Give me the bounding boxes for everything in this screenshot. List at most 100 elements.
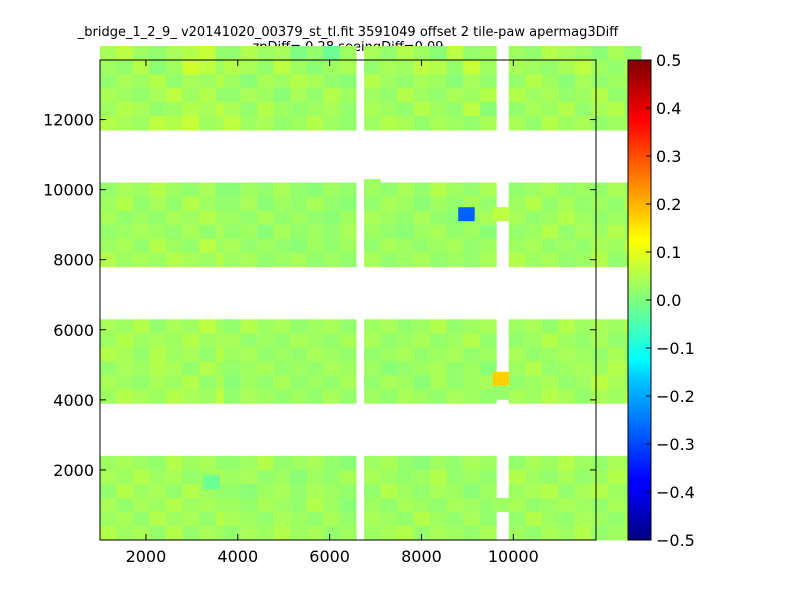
heatmap-cell — [508, 333, 526, 348]
heatmap-cell — [558, 74, 576, 89]
heatmap-cell — [273, 483, 291, 499]
heatmap-cell — [100, 361, 117, 376]
heatmap-cell — [430, 46, 448, 61]
heatmap-cell — [508, 224, 526, 240]
heatmap-cell — [479, 361, 497, 376]
heatmap-cell — [430, 102, 448, 117]
heatmap-cell — [607, 46, 625, 61]
heatmap-cell — [430, 238, 448, 254]
heatmap-cell — [463, 361, 481, 376]
y-tick-label: 10000 — [43, 181, 94, 200]
heatmap-cell — [323, 252, 341, 268]
heatmap-cell — [525, 469, 543, 485]
heatmap-cell — [116, 361, 134, 376]
heatmap-cell — [199, 526, 217, 541]
heatmap-cell — [364, 196, 381, 211]
heatmap-cell — [224, 224, 241, 240]
heatmap-cell — [364, 483, 381, 499]
heatmap-cell — [413, 361, 431, 376]
heatmap-cell — [364, 526, 381, 541]
heatmap-cell — [508, 512, 526, 527]
heatmap-cell — [290, 347, 307, 362]
heatmap-cell — [607, 483, 625, 499]
heatmap-cell — [224, 455, 241, 471]
heatmap-cell — [133, 196, 150, 211]
heatmap-cell — [290, 88, 307, 103]
heatmap-cell — [380, 116, 398, 131]
heatmap-cell — [306, 252, 324, 268]
heatmap-cell — [273, 238, 291, 254]
heatmap-cell — [133, 74, 150, 89]
heatmap-cell — [166, 483, 183, 499]
heatmap-cell — [413, 512, 431, 527]
heatmap-cell — [199, 347, 217, 362]
heatmap-cell — [463, 224, 481, 240]
heatmap-cell — [224, 347, 241, 362]
heatmap-cell — [166, 455, 183, 471]
heatmap-cell — [203, 475, 220, 490]
heatmap-cell — [199, 361, 217, 376]
heatmap-cell — [149, 347, 167, 362]
heatmap-cell — [574, 210, 592, 226]
heatmap-cell — [574, 375, 592, 390]
heatmap-cell — [558, 116, 576, 131]
heatmap-cell — [224, 116, 241, 131]
heatmap-cell — [306, 361, 324, 376]
heatmap-cell — [199, 252, 217, 268]
heatmap-cell — [525, 319, 543, 334]
y-tick-label: 6000 — [53, 321, 94, 340]
heatmap-cell — [273, 46, 291, 61]
heatmap-cell — [430, 252, 448, 268]
heatmap-cell — [116, 224, 134, 240]
heatmap-cell — [339, 469, 357, 485]
heatmap-cell — [364, 46, 381, 61]
heatmap-cell — [257, 319, 274, 334]
x-tick-label: 10000 — [488, 547, 539, 566]
heatmap-cell — [224, 483, 241, 499]
heatmap-cell — [100, 333, 117, 348]
heatmap-cell — [607, 526, 625, 541]
heatmap-cell — [149, 389, 167, 404]
heatmap-cell — [224, 102, 241, 117]
heatmap-cell — [463, 238, 481, 254]
heatmap-cell — [133, 512, 150, 527]
heatmap-cells — [100, 46, 642, 541]
heatmap-cell — [380, 60, 398, 75]
heatmap-cell — [306, 238, 324, 254]
heatmap-cell — [323, 347, 341, 362]
heatmap-cell — [591, 498, 609, 513]
y-tick-label: 2000 — [53, 461, 94, 480]
heatmap-cell — [446, 224, 464, 240]
heatmap-cell — [339, 455, 357, 471]
heatmap-cell — [591, 512, 609, 527]
heatmap-cell — [446, 375, 464, 390]
heatmap-cell — [492, 498, 510, 512]
heatmap-cell — [380, 347, 398, 362]
heatmap-cell — [257, 46, 274, 61]
heatmap-cell — [541, 116, 559, 131]
heatmap-cell — [166, 498, 183, 513]
heatmap-cell — [479, 375, 497, 390]
heatmap-cell — [166, 74, 183, 89]
heatmap-cell — [397, 252, 414, 268]
heatmap-cell — [116, 347, 134, 362]
heatmap-cell — [133, 252, 150, 268]
heatmap-cell — [166, 196, 183, 211]
heatmap-cell — [558, 196, 576, 211]
heatmap-cell — [339, 102, 357, 117]
heatmap-cell — [306, 182, 324, 197]
heatmap-cell — [430, 319, 448, 334]
heatmap-cell — [541, 252, 559, 268]
heatmap-cell — [380, 74, 398, 89]
heatmap-cell — [257, 455, 274, 471]
heatmap-cell — [508, 361, 526, 376]
heatmap-cell — [380, 526, 398, 541]
heatmap-cell — [541, 210, 559, 226]
heatmap-cell — [591, 347, 609, 362]
heatmap-cell — [273, 375, 291, 390]
heatmap-cell — [413, 238, 431, 254]
heatmap-cell — [339, 333, 357, 348]
heatmap-cell — [607, 347, 625, 362]
colorbar-tick-label: 0.0 — [656, 291, 681, 310]
heatmap-cell — [290, 252, 307, 268]
